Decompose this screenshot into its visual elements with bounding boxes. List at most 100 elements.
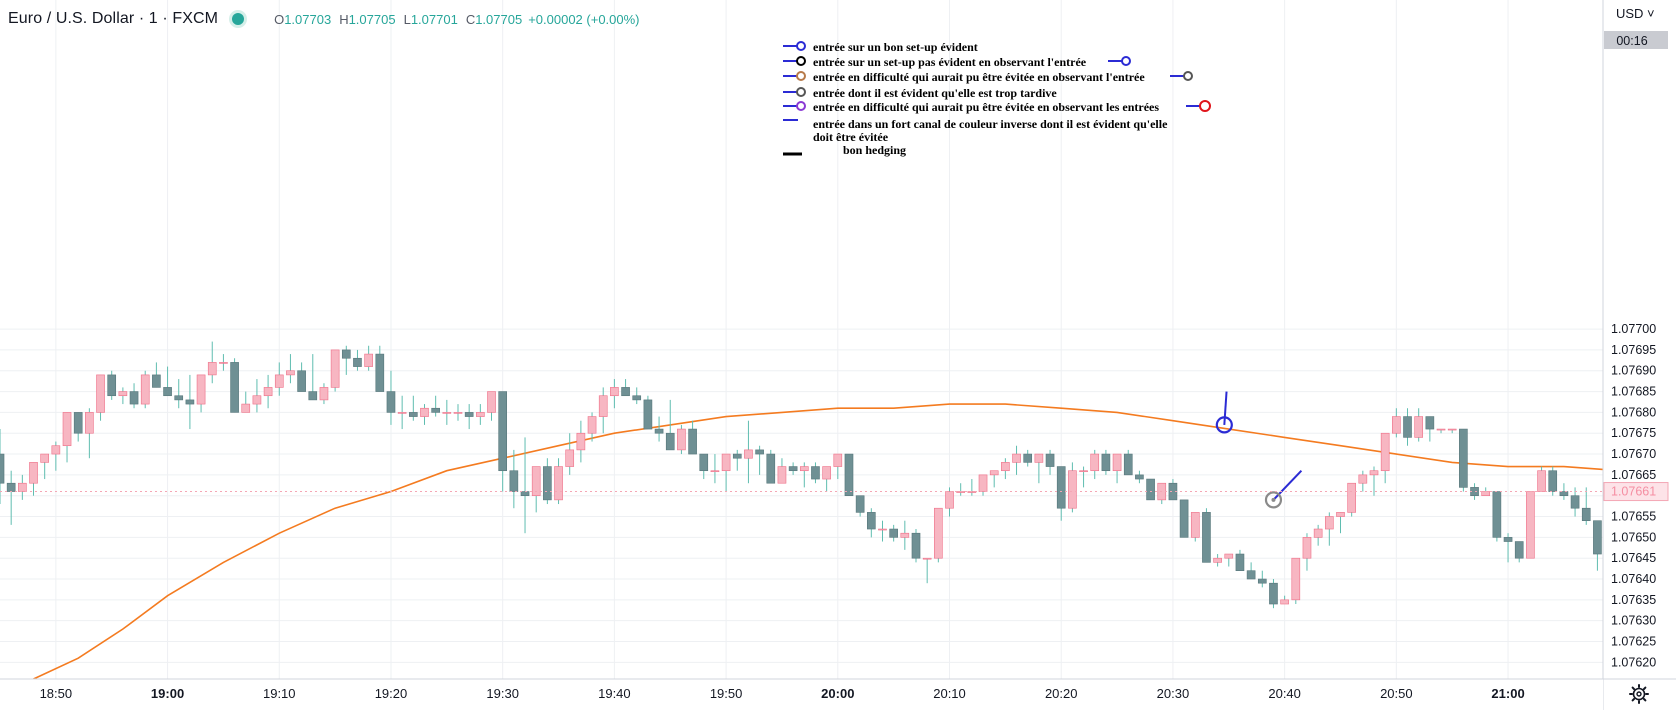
price-tick-label: 1.07640 (1611, 572, 1656, 586)
candle-up (1080, 471, 1088, 472)
candle-up (1292, 558, 1300, 600)
price-tick-label: 1.07665 (1611, 468, 1656, 482)
candle-down (175, 396, 183, 400)
time-tick-label: 20:10 (933, 686, 966, 701)
candle-up (744, 450, 752, 458)
candle-down (1593, 521, 1601, 554)
legend-entry-5: entrée en difficulté qui aurait pu être … (813, 100, 1159, 114)
candle-down (1135, 475, 1143, 479)
countdown-text: 00:16 (1616, 34, 1647, 48)
legend-entry-6-continued: doit être évitée (813, 130, 889, 144)
currency-dropdown[interactable]: USD ˅ (1616, 6, 1655, 21)
time-tick-label: 20:00 (821, 686, 854, 701)
candle-up (1113, 454, 1121, 471)
candle-up (1035, 454, 1043, 462)
candle-up (1359, 475, 1367, 483)
candle-up (588, 417, 596, 434)
candle-up (555, 467, 563, 500)
candle-down (655, 429, 663, 433)
price-tick-label: 1.07685 (1611, 385, 1656, 399)
entry-marker-center-dot (1271, 498, 1275, 502)
candle-down (0, 454, 4, 483)
price-tick-label: 1.07670 (1611, 447, 1656, 461)
candle-up (1314, 529, 1322, 537)
candle-up (454, 412, 462, 413)
candle-down (1147, 479, 1155, 500)
legend-row-4-circle-icon (797, 88, 805, 96)
price-tick-label: 1.07690 (1611, 364, 1656, 378)
candle-down (1057, 467, 1065, 509)
candle-up (599, 396, 607, 417)
candle-up (242, 404, 250, 412)
candle-up (197, 375, 205, 404)
candle-up (1001, 462, 1009, 470)
candle-down (130, 392, 138, 404)
candle-down (387, 392, 395, 413)
candle-down (1504, 537, 1512, 541)
candle-up (1225, 554, 1233, 558)
candle-up (420, 408, 428, 416)
legend-row-5-tail-circle-icon (1200, 101, 1210, 111)
candle-down (1459, 429, 1467, 487)
candle-up (923, 558, 931, 559)
price-tick-label: 1.07620 (1611, 655, 1656, 669)
candle-up (1336, 512, 1344, 516)
candle-down (1236, 554, 1244, 571)
candle-down (1493, 492, 1501, 538)
legend-row-3-tail-circle-icon (1184, 72, 1192, 80)
candle-down (1426, 417, 1434, 429)
candle-up (398, 412, 406, 413)
price-tick-label: 1.07645 (1611, 551, 1656, 565)
time-tick-label: 19:40 (598, 686, 631, 701)
symbol-title[interactable]: Euro / U.S. Dollar · 1 · FXCM (8, 10, 218, 28)
live-status-icon (232, 13, 244, 25)
candle-up (1191, 512, 1199, 537)
candle-down (152, 375, 160, 387)
time-tick-label: 21:00 (1491, 686, 1524, 701)
candle-down (1515, 542, 1523, 559)
candle-down (543, 467, 551, 500)
candle-up (1013, 454, 1021, 462)
candle-up (834, 454, 842, 466)
candle-up (1214, 558, 1222, 562)
candle-down (756, 450, 764, 454)
price-tick-label: 1.07675 (1611, 426, 1656, 440)
time-tick-label: 20:20 (1045, 686, 1078, 701)
price-tick-label: 1.07700 (1611, 322, 1656, 336)
candle-down (1102, 454, 1110, 471)
legend-row-2-circle-icon (797, 57, 805, 65)
candle-up (97, 375, 105, 412)
time-tick-label: 19:50 (710, 686, 743, 701)
candle-up (1370, 471, 1378, 475)
candle-up (1437, 429, 1445, 430)
legend-entry-7: bon hedging (843, 143, 906, 157)
candle-up (1392, 417, 1400, 434)
legend-row-3-circle-icon (797, 72, 805, 80)
candle-up (476, 412, 484, 416)
open-label: O (274, 12, 284, 27)
price-tick-label: 1.07635 (1611, 593, 1656, 607)
candle-down (1269, 583, 1277, 604)
candle-down (856, 496, 864, 513)
candle-down (7, 483, 15, 491)
candle-down (108, 375, 116, 396)
candle-down (733, 454, 741, 458)
candle-up (487, 392, 495, 413)
legend: entrée sur un bon set-up évident entrée … (783, 40, 1210, 157)
time-tick-label: 19:30 (486, 686, 519, 701)
candle-down (74, 412, 82, 433)
high-label: H (339, 12, 348, 27)
candle-down (890, 529, 898, 537)
candle-down (521, 492, 529, 496)
close-value: 1.07705 (475, 12, 522, 27)
price-tick-label: 1.07625 (1611, 635, 1656, 649)
candle-down (666, 433, 674, 450)
candle-down (1560, 492, 1568, 496)
candle-down (1180, 500, 1188, 537)
candle-up (286, 371, 294, 375)
entry-marker-line (1224, 392, 1226, 425)
